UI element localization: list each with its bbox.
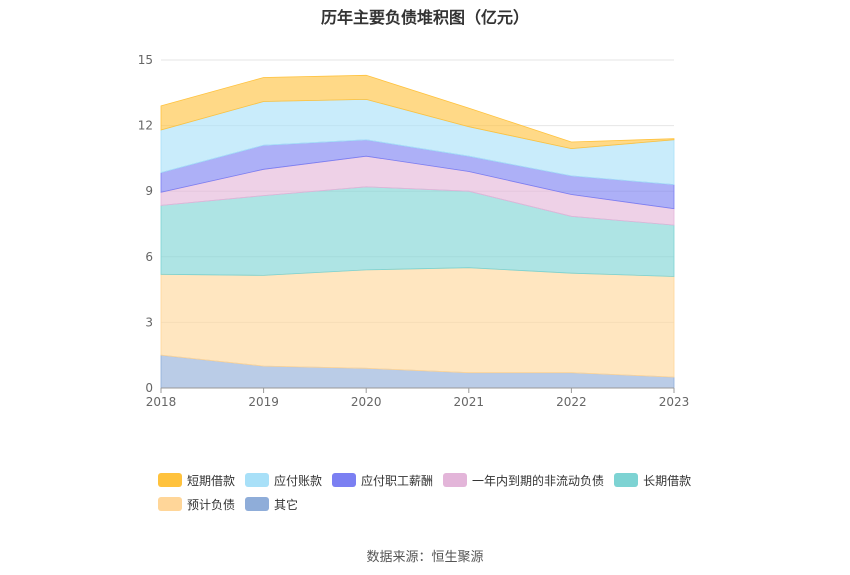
legend-label: 应付账款	[274, 473, 323, 488]
data-source: 数据来源：恒生聚源	[366, 550, 484, 565]
axes: 0 3 6 9 12 15 2018 2019 2020 2021 2022 2023	[138, 53, 690, 409]
legend-swatch	[158, 473, 182, 487]
legend-swatch	[332, 473, 357, 487]
legend-label: 其它	[274, 497, 299, 512]
area-series-1	[160, 267, 675, 378]
x-tick-label: 2022	[556, 395, 587, 409]
legend-label: 短期借款	[187, 473, 236, 488]
y-tick-label: 6	[145, 250, 153, 264]
legend-swatch	[245, 473, 270, 487]
y-tick-label: 9	[145, 184, 153, 198]
x-tick-label: 2020	[351, 395, 382, 409]
legend-swatch	[158, 497, 182, 511]
x-tick-label: 2019	[248, 395, 279, 409]
legend: 短期借款 应付账款 应付职工薪酬 一年内到期的非流动负债 长期借款预计负债 其它	[158, 472, 718, 520]
legend-item[interactable]: 一年内到期的非流动负债	[443, 472, 604, 488]
x-tick-label: 2018	[146, 395, 177, 409]
legend-item[interactable]: 应付账款	[245, 472, 322, 488]
y-tick-label: 12	[138, 119, 153, 133]
x-tick-label: 2021	[454, 395, 485, 409]
y-tick-label: 15	[138, 53, 153, 67]
legend-swatch	[245, 497, 270, 511]
area-series	[160, 74, 675, 389]
legend-swatch	[614, 473, 639, 487]
chart-title: 历年主要负债堆积图（亿元）	[320, 8, 529, 27]
legend-label: 应付职工薪酬	[361, 473, 434, 488]
legend-item[interactable]: 预计负债	[158, 496, 235, 512]
legend-item[interactable]: 其它	[245, 496, 298, 512]
legend-item[interactable]: 短期借款	[158, 472, 235, 488]
stacked-area-chart: 0 3 6 9 12 15 2018 2019 2020 2021 2022 2023	[138, 53, 690, 409]
legend-swatch	[443, 473, 468, 487]
legend-item[interactable]: 长期借款	[614, 472, 691, 488]
legend-label: 预计负债	[187, 497, 236, 512]
x-tick-label: 2023	[659, 395, 690, 409]
legend-item[interactable]: 应付职工薪酬	[332, 472, 433, 488]
legend-label: 长期借款	[643, 473, 692, 488]
legend-label: 一年内到期的非流动负债	[472, 473, 605, 488]
y-tick-label: 3	[145, 315, 153, 329]
area-series-6	[160, 74, 675, 150]
y-tick-label: 0	[145, 381, 153, 395]
